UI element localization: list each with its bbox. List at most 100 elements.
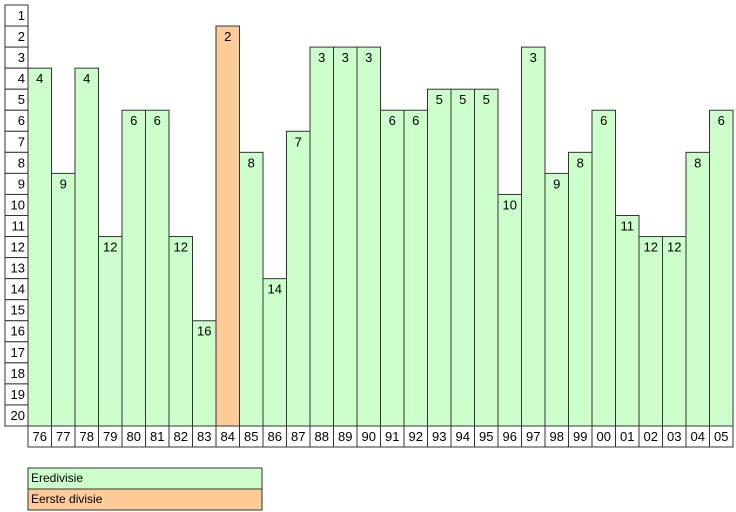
y-tick-label: 20 bbox=[11, 408, 25, 423]
bar bbox=[450, 88, 475, 427]
y-tick-label: 15 bbox=[11, 303, 25, 318]
x-tick-label: 76 bbox=[33, 429, 47, 444]
legend-label: Eredivisie bbox=[31, 471, 83, 485]
bar bbox=[333, 46, 358, 427]
bar bbox=[27, 67, 52, 427]
value-label: 4 bbox=[36, 71, 43, 86]
bar bbox=[615, 215, 640, 427]
x-tick-label: 03 bbox=[667, 429, 681, 444]
bar bbox=[568, 151, 593, 427]
bar bbox=[521, 46, 546, 427]
x-tick-label: 86 bbox=[268, 429, 282, 444]
y-tick-label: 4 bbox=[18, 71, 25, 86]
y-tick-label: 13 bbox=[11, 261, 25, 276]
value-label: 5 bbox=[436, 92, 443, 107]
legend-swatch bbox=[27, 488, 263, 511]
bar bbox=[709, 109, 734, 427]
value-label: 3 bbox=[318, 50, 325, 65]
y-tick-label: 1 bbox=[18, 8, 25, 23]
value-label: 5 bbox=[459, 92, 466, 107]
bar bbox=[145, 109, 170, 427]
value-label: 11 bbox=[621, 218, 635, 233]
value-label: 4 bbox=[83, 71, 90, 86]
bar bbox=[262, 278, 287, 427]
bar bbox=[638, 236, 663, 427]
value-label: 12 bbox=[644, 240, 658, 255]
bar bbox=[403, 109, 428, 427]
bar bbox=[662, 236, 687, 427]
bar bbox=[215, 25, 240, 427]
value-label: 6 bbox=[130, 113, 137, 128]
y-tick-label: 2 bbox=[18, 29, 25, 44]
y-tick-label: 11 bbox=[12, 218, 26, 233]
value-label: 8 bbox=[694, 155, 701, 170]
y-tick-label: 10 bbox=[11, 197, 25, 212]
value-label: 3 bbox=[365, 50, 372, 65]
x-tick-label: 81 bbox=[150, 429, 164, 444]
bar bbox=[286, 130, 311, 427]
y-tick-label: 3 bbox=[18, 50, 25, 65]
bar bbox=[427, 88, 452, 427]
value-label: 7 bbox=[295, 134, 302, 149]
value-label: 6 bbox=[389, 113, 396, 128]
bar bbox=[591, 109, 616, 427]
bar bbox=[309, 46, 334, 427]
legend-label: Eerste divisie bbox=[31, 492, 103, 506]
x-tick-label: 97 bbox=[526, 429, 540, 444]
y-tick-label: 8 bbox=[18, 155, 25, 170]
y-tick-label: 6 bbox=[18, 113, 25, 128]
bar bbox=[685, 151, 710, 427]
value-label: 3 bbox=[530, 50, 537, 65]
bar bbox=[98, 236, 123, 427]
value-label: 8 bbox=[248, 155, 255, 170]
x-tick-label: 87 bbox=[291, 429, 305, 444]
y-tick-label: 18 bbox=[11, 366, 25, 381]
y-tick-label: 19 bbox=[11, 387, 25, 402]
x-tick-label: 95 bbox=[479, 429, 493, 444]
x-tick-label: 00 bbox=[597, 429, 611, 444]
y-tick-label: 7 bbox=[18, 134, 25, 149]
x-tick-label: 04 bbox=[691, 429, 705, 444]
x-tick-label: 01 bbox=[620, 429, 634, 444]
x-tick-label: 83 bbox=[197, 429, 211, 444]
x-tick-label: 80 bbox=[127, 429, 141, 444]
x-tick-label: 90 bbox=[362, 429, 376, 444]
bar bbox=[356, 46, 381, 427]
bar bbox=[121, 109, 146, 427]
x-tick-label: 77 bbox=[56, 429, 70, 444]
value-label: 16 bbox=[197, 324, 211, 339]
y-tick-label: 5 bbox=[18, 92, 25, 107]
value-label: 5 bbox=[483, 92, 490, 107]
x-tick-label: 79 bbox=[103, 429, 117, 444]
bar bbox=[168, 236, 193, 427]
x-tick-label: 91 bbox=[385, 429, 399, 444]
x-tick-label: 88 bbox=[315, 429, 329, 444]
value-label: 8 bbox=[577, 155, 584, 170]
value-label: 2 bbox=[224, 29, 231, 44]
x-tick-label: 98 bbox=[550, 429, 564, 444]
bar bbox=[239, 151, 264, 427]
x-tick-label: 89 bbox=[338, 429, 352, 444]
bar bbox=[74, 67, 99, 427]
x-tick-label: 84 bbox=[221, 429, 235, 444]
value-label: 3 bbox=[342, 50, 349, 65]
value-label: 6 bbox=[600, 113, 607, 128]
value-label: 12 bbox=[174, 240, 188, 255]
value-label: 12 bbox=[667, 240, 681, 255]
value-label: 9 bbox=[60, 176, 67, 191]
value-label: 12 bbox=[103, 240, 117, 255]
x-tick-label: 78 bbox=[80, 429, 94, 444]
x-tick-label: 02 bbox=[644, 429, 658, 444]
x-tick-label: 99 bbox=[573, 429, 587, 444]
x-tick-label: 85 bbox=[244, 429, 258, 444]
bar bbox=[474, 88, 499, 427]
y-tick-label: 17 bbox=[11, 345, 25, 360]
bar bbox=[51, 172, 76, 427]
value-label: 6 bbox=[154, 113, 161, 128]
value-label: 14 bbox=[268, 282, 282, 297]
x-tick-label: 93 bbox=[432, 429, 446, 444]
x-tick-label: 92 bbox=[409, 429, 423, 444]
bar bbox=[380, 109, 405, 427]
